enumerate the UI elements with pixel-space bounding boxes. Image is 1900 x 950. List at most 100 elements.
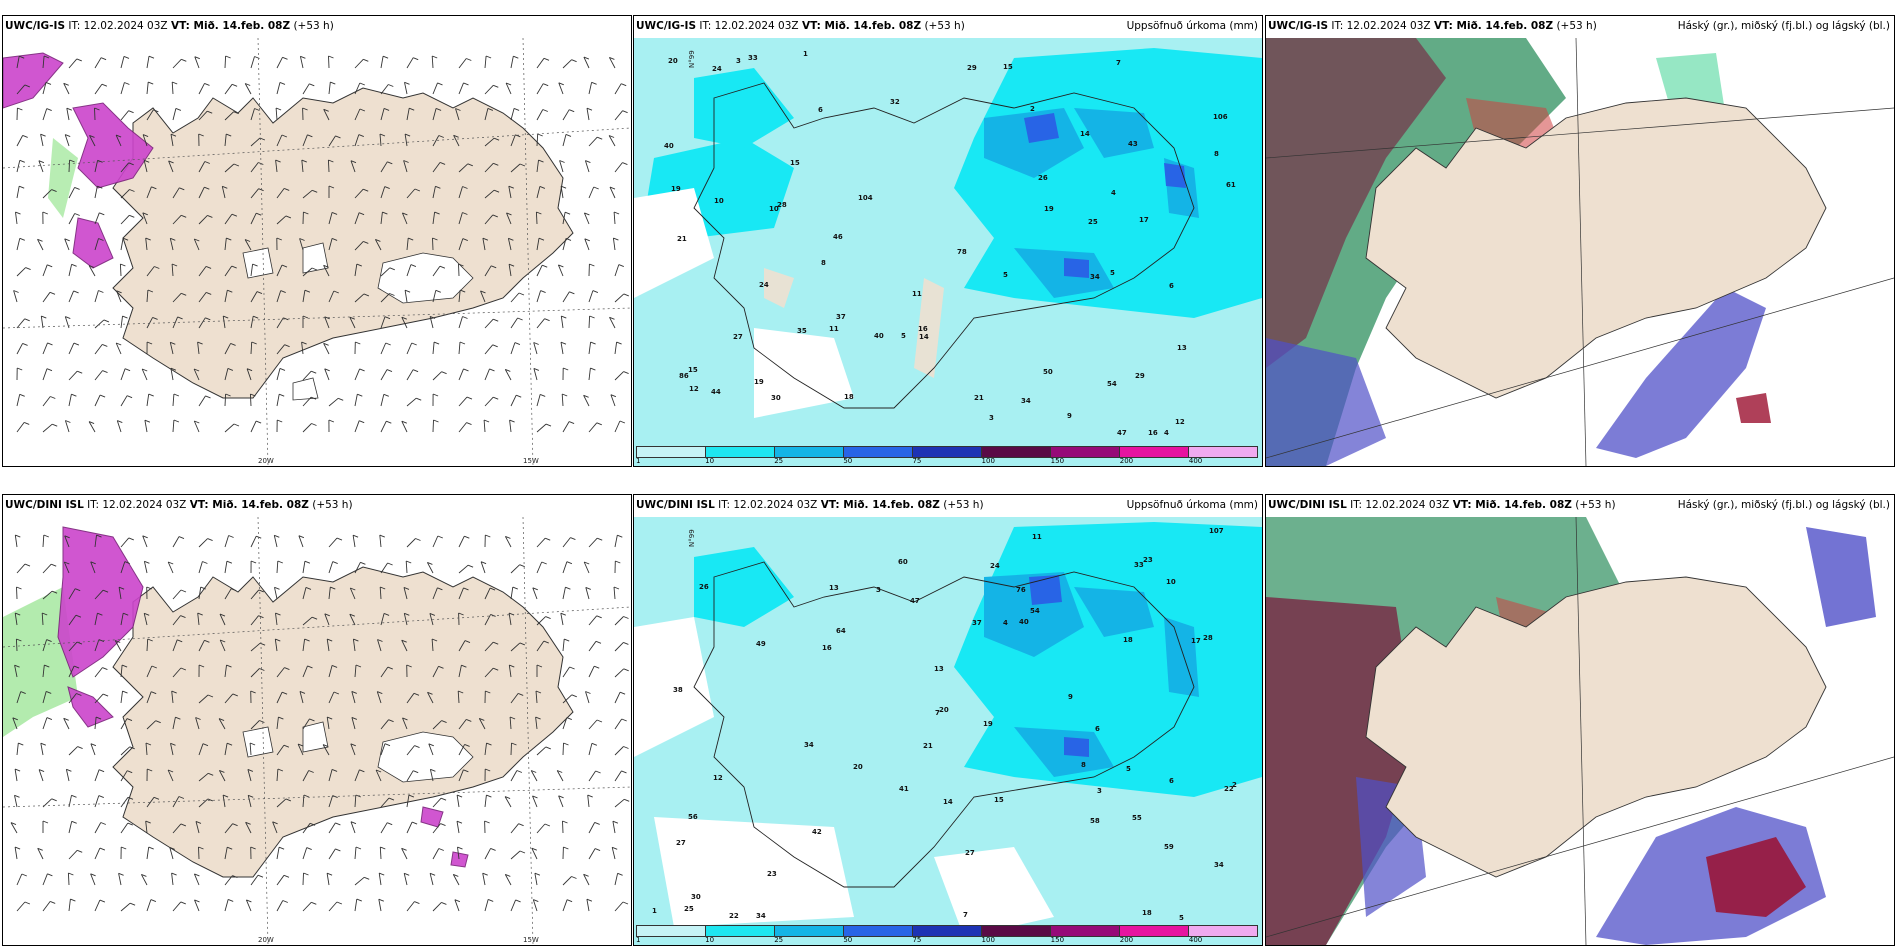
wind-barb — [302, 561, 306, 574]
wind-barb-feather — [222, 185, 228, 189]
wind-barb-feather — [17, 107, 23, 111]
wind-barb — [120, 189, 130, 199]
wind-barb — [120, 56, 125, 69]
precip-value: 58 — [1090, 817, 1100, 825]
wind-barb-feather — [150, 899, 157, 903]
wind-barb-feather — [432, 55, 438, 59]
wind-barb-feather — [441, 901, 447, 905]
wind-barb — [68, 159, 71, 173]
wind-barb — [302, 616, 313, 626]
wind-barb-feather — [207, 798, 213, 802]
wind-barb — [613, 586, 616, 600]
wind-barb — [536, 58, 545, 69]
wind-barb — [14, 795, 18, 808]
wind-barb — [94, 238, 99, 251]
precip-value: 17 — [1191, 637, 1201, 645]
wind-barb-feather — [569, 291, 575, 295]
wind-barb-feather — [146, 586, 152, 590]
wind-barb — [583, 395, 590, 407]
wind-barb-feather — [230, 342, 236, 346]
wind-barb — [351, 691, 356, 704]
wind-barb-feather — [24, 421, 30, 425]
wind-barb-feather — [437, 535, 443, 539]
wind-barb — [583, 874, 590, 886]
wind-barb — [276, 667, 285, 678]
colorbar-labels: 1 10 25 50 75 100 150 200 400 — [636, 457, 1258, 466]
wind-barb-feather — [586, 107, 593, 111]
wind-barb — [94, 160, 99, 173]
wind-barb — [250, 291, 258, 303]
wind-barb-feather — [518, 292, 525, 296]
wind-barb — [172, 419, 175, 433]
wind-barb-feather — [384, 186, 390, 190]
wind-barb-feather — [359, 368, 365, 372]
wind-barb — [88, 265, 96, 277]
wind-barb — [94, 899, 101, 912]
wind-barb-feather — [331, 237, 338, 241]
wind-barb — [193, 238, 200, 251]
wind-barb — [380, 267, 391, 277]
wind-barb — [224, 368, 229, 381]
wind-barb-feather — [457, 846, 463, 850]
wind-barb-feather — [432, 393, 439, 397]
wind-barb-feather — [519, 564, 525, 568]
wind-barb-feather — [309, 718, 315, 722]
wind-barb — [328, 769, 333, 782]
precip-value: 13 — [1177, 344, 1187, 352]
wind-barb — [198, 538, 208, 548]
wind-barb — [535, 211, 538, 225]
precip-value: 11 — [829, 325, 839, 333]
wind-barb-feather — [411, 821, 418, 825]
wind-barb — [508, 613, 512, 626]
wind-barb-feather — [328, 185, 335, 189]
wind-barb-feather — [282, 900, 288, 903]
wind-barb-feather — [427, 691, 433, 695]
wind-barb-feather — [615, 560, 621, 564]
wind-barb — [16, 873, 23, 886]
wind-barb-feather — [330, 81, 336, 85]
wind-barb-feather — [623, 746, 629, 749]
wind-barb — [510, 823, 519, 834]
precip-colorbar: 1 10 25 50 75 100 150 200 400 — [636, 925, 1258, 944]
wind-barb — [145, 238, 148, 251]
precip-value: 7 — [1116, 59, 1121, 67]
wind-barb-feather — [349, 613, 355, 617]
wind-barb — [172, 214, 182, 225]
precip-value: 59 — [1164, 843, 1174, 851]
wind-barb — [276, 875, 285, 886]
colorbar-label: 10 — [705, 936, 715, 944]
wind-barb — [614, 371, 624, 381]
wind-barb-feather — [438, 665, 444, 669]
wind-barb-feather — [90, 561, 96, 565]
wind-barb-feather — [382, 55, 389, 59]
wind-barb-feather — [386, 369, 393, 373]
wind-barb — [562, 742, 564, 756]
wind-barb — [427, 562, 434, 574]
wind-barb — [506, 212, 512, 225]
wind-barb — [380, 822, 388, 834]
wind-barb — [250, 162, 259, 173]
wind-barb-feather — [440, 797, 447, 801]
wind-barb — [533, 342, 538, 355]
wind-barb — [588, 342, 592, 355]
wind-barb-feather — [415, 538, 421, 541]
wind-barb-feather — [456, 820, 463, 824]
wind-barb — [536, 318, 545, 329]
wind-barb-feather — [220, 639, 226, 643]
wind-barb — [301, 342, 304, 355]
wind-barb — [559, 160, 564, 173]
iceland-landmass — [1365, 97, 1827, 399]
wind-barb-feather — [562, 393, 568, 397]
wind-barb-feather — [596, 422, 602, 426]
wind-barb — [375, 239, 382, 251]
wind-barb — [222, 795, 226, 808]
wind-barb-feather — [515, 899, 521, 903]
wind-barb-feather — [96, 534, 102, 538]
wind-barb-feather — [198, 133, 204, 137]
wind-barb — [484, 162, 494, 173]
wind-barb — [454, 899, 460, 912]
precip-value: 15 — [1003, 63, 1013, 71]
precip-value: 8 — [1081, 761, 1086, 769]
precip-value: 4 — [1164, 429, 1169, 437]
